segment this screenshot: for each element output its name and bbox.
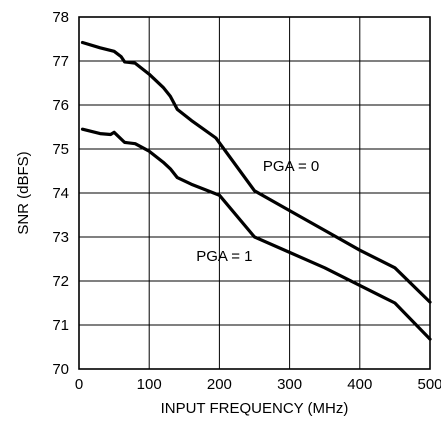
y-tick-label: 78 [52,9,69,26]
x-tick-labels: 0 100 200 300 400 500 [75,376,441,393]
y-tick-label: 76 [52,97,69,114]
y-tick-label: 72 [52,273,69,290]
plot-frame [78,16,431,370]
x-tick-label: 100 [137,376,162,393]
series-line-pga-0 [80,40,432,304]
x-tick-label: 0 [75,376,83,393]
x-axis-title: INPUT FREQUENCY (MHz) [161,400,349,417]
x-tick-label: 500 [417,376,441,393]
y-tick-labels: 70 71 72 73 74 75 76 77 78 [52,9,69,378]
grid-lines [79,17,430,369]
y-tick-label: 75 [52,141,69,158]
annotation-pga-0: PGA = 0 [263,158,319,175]
x-tick-label: 300 [277,376,302,393]
x-tick-label: 400 [347,376,372,393]
series-lines [80,40,432,341]
y-tick-label: 73 [52,229,69,246]
series-line-pga-1 [80,127,432,341]
x-tick-label: 200 [207,376,232,393]
y-tick-label: 77 [52,53,69,70]
annotation-pga-1: PGA = 1 [196,248,252,265]
y-tick-label: 71 [52,317,69,334]
y-tick-label: 70 [52,361,69,378]
y-tick-label: 74 [52,185,69,202]
y-axis-title: SNR (dBFS) [15,151,32,234]
